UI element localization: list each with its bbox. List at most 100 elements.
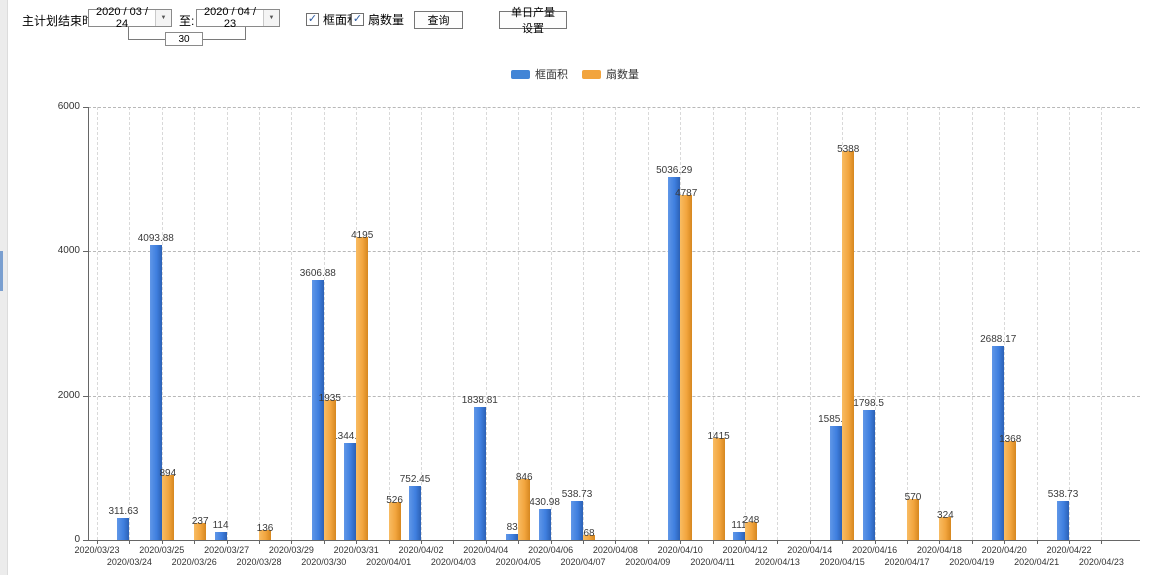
interval-days-input[interactable]: 30 — [165, 32, 203, 46]
x-axis-label: 2020/03/27 — [204, 545, 250, 555]
x-tick — [680, 540, 682, 544]
y-tick — [83, 107, 88, 108]
bar-fan-count — [259, 530, 271, 540]
y-axis-label: 6000 — [57, 101, 80, 112]
y-tick — [83, 540, 88, 541]
x-gridline — [421, 107, 422, 540]
bar-fan-count — [356, 237, 369, 540]
x-gridline — [388, 107, 390, 540]
x-axis-label: 2020/04/16 — [852, 545, 898, 555]
fan-count-checkbox-label: 扇数量 — [368, 13, 405, 27]
x-tick — [1101, 540, 1103, 544]
x-gridline — [453, 107, 455, 540]
x-axis-label: 2020/04/20 — [981, 545, 1027, 555]
bar-fan-count — [907, 498, 919, 540]
x-tick — [971, 540, 973, 544]
bar-frame-area — [1057, 501, 1069, 540]
x-axis-label: 2020/03/25 — [139, 545, 185, 555]
x-gridline — [1004, 107, 1006, 540]
date-to-dropdown-button[interactable]: ▼ — [263, 10, 279, 26]
bar-value-label: 136 — [256, 523, 274, 535]
bar-value-label: 324 — [937, 509, 954, 521]
bar-value-label: 1344.95 — [332, 430, 369, 442]
x-gridline — [745, 107, 746, 540]
x-gridline — [939, 107, 941, 540]
x-tick — [939, 540, 941, 544]
x-axis-label: 2020/03/29 — [268, 545, 314, 555]
bar-fan-count — [842, 151, 855, 540]
query-button[interactable]: 查询 — [414, 11, 463, 29]
frame-area-checkbox[interactable]: ✓ — [306, 13, 319, 26]
x-axis-label: 2020/03/31 — [333, 545, 379, 555]
date-from-picker[interactable]: 2020 / 03 / 24 ▼ — [88, 6, 172, 30]
x-tick — [161, 540, 163, 544]
x-tick — [291, 540, 293, 544]
to-label: 至: — [179, 14, 195, 28]
bar-frame-area — [149, 244, 162, 540]
chevron-down-icon: ▼ — [268, 15, 275, 21]
x-axis-label: 2020/04/06 — [528, 545, 574, 555]
bar-value-label: 4195 — [351, 230, 374, 242]
bar-fan-count — [518, 478, 531, 540]
bar-value-label: 114 — [212, 519, 229, 531]
fan-count-checkbox-group[interactable]: ✓ 扇数量 — [351, 11, 404, 28]
bar-frame-area — [992, 346, 1005, 540]
bar-value-label: 526 — [386, 495, 403, 507]
x-tick — [129, 540, 131, 544]
bar-value-label: 846 — [515, 471, 533, 483]
date-from-dropdown-button[interactable]: ▼ — [155, 10, 171, 26]
x-gridline — [291, 107, 293, 540]
check-icon: ✓ — [352, 13, 363, 25]
y-gridline — [88, 107, 1140, 108]
x-gridline — [259, 107, 260, 540]
bar-frame-area — [571, 501, 583, 540]
x-gridline — [777, 107, 779, 540]
x-gridline — [129, 107, 131, 540]
x-tick — [259, 540, 260, 544]
bar-frame-area — [311, 279, 324, 540]
x-axis-label: 2020/04/03 — [430, 557, 476, 567]
x-tick — [485, 540, 487, 544]
bar-value-label: 83 — [506, 522, 518, 533]
bar-value-label: 570 — [904, 491, 922, 503]
legend-swatch-blue — [511, 69, 530, 79]
check-icon: ✓ — [307, 13, 318, 25]
x-gridline — [161, 107, 163, 540]
bar-value-label: 5036.29 — [656, 164, 693, 176]
bar-frame-area — [862, 410, 875, 540]
bar-value-label: 4093.88 — [137, 232, 174, 244]
x-gridline — [518, 107, 520, 540]
x-gridline — [550, 107, 552, 540]
chevron-down-icon: ▼ — [160, 15, 167, 21]
bar-value-label: 68 — [583, 528, 595, 540]
x-tick — [421, 540, 422, 544]
bar-value-label: 311.63 — [108, 505, 139, 517]
x-gridline — [583, 107, 584, 540]
bar-value-label: 1585.96 — [818, 413, 855, 425]
x-tick — [712, 540, 714, 544]
x-axis-label: 2020/04/21 — [1014, 557, 1060, 567]
fan-count-checkbox[interactable]: ✓ — [351, 13, 364, 26]
y-axis-label: 0 — [74, 534, 80, 545]
x-gridline — [1069, 107, 1070, 540]
x-axis-label: 2020/04/12 — [722, 545, 768, 555]
bar-fan-count — [161, 475, 174, 540]
y-tick — [83, 251, 88, 253]
legend-swatch-orange — [582, 69, 601, 79]
x-axis-label: 2020/04/13 — [754, 557, 800, 567]
legend-item-fan-count[interactable]: 扇数量 — [582, 66, 639, 82]
x-axis-label: 2020/03/28 — [236, 557, 282, 567]
side-panel-accent — [0, 251, 3, 291]
collapsed-side-panel[interactable] — [0, 0, 8, 575]
x-gridline — [1101, 107, 1103, 540]
legend-item-frame-area[interactable]: 框面积 — [511, 66, 568, 82]
frame-area-checkbox-group[interactable]: ✓ 框面积 — [306, 11, 359, 28]
bar-frame-area — [830, 425, 843, 540]
bar-frame-area — [409, 485, 421, 540]
x-tick — [97, 540, 98, 544]
x-tick — [226, 540, 228, 544]
x-tick — [194, 540, 196, 544]
date-to-picker[interactable]: 2020 / 04 / 23 ▼ — [196, 6, 280, 30]
x-axis-label: 2020/04/04 — [463, 545, 509, 555]
